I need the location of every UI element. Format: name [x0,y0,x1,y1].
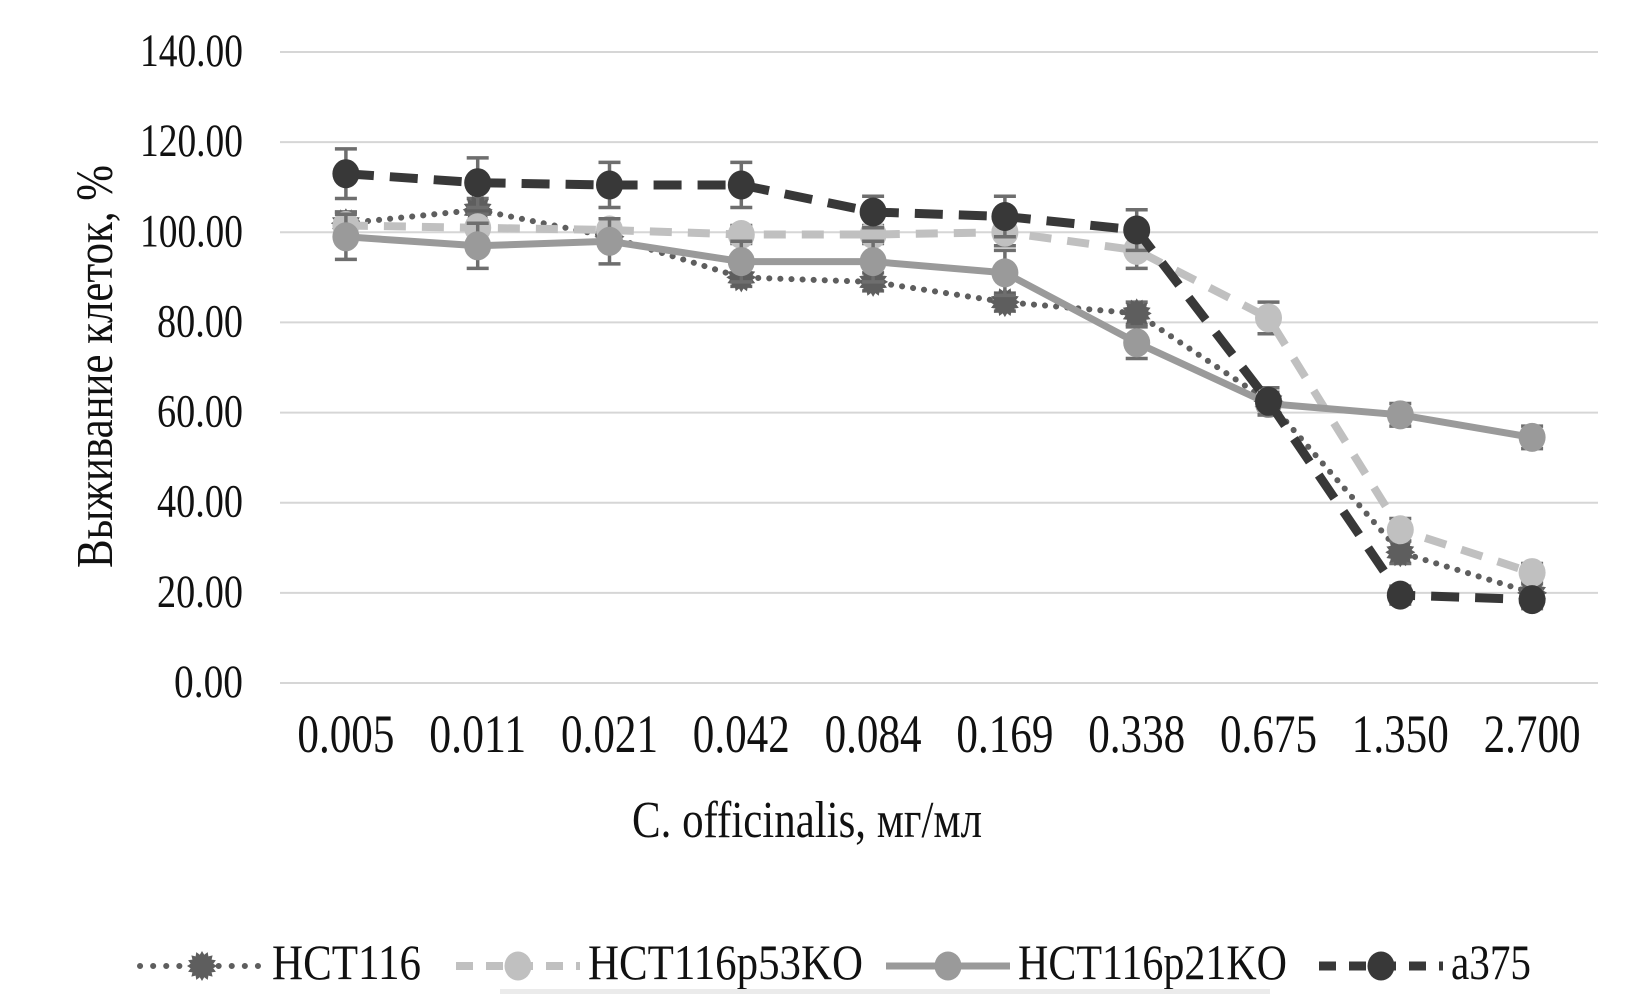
y-axis-title: Выживание клеток, % [67,165,124,568]
y-tick-label: 60.00 [157,386,243,438]
x-tick-label: 0.042 [693,704,790,764]
data-point-marker [1255,386,1282,416]
data-point-marker [1123,328,1151,358]
series-line [345,221,1534,577]
data-point-marker [991,202,1019,232]
data-point-marker [1385,537,1416,568]
data-point-marker [1123,215,1151,245]
y-tick-label: 100.00 [140,205,243,257]
data-point-marker [504,951,532,981]
y-tick-label: 20.00 [157,566,243,618]
y-tick-label: 120.00 [140,115,243,167]
x-tick-label: 0.338 [1088,704,1185,764]
axis-tick-labels: 0.00 20.00 40.00 60.00 80.00 100.00 120.00 140.… [140,25,1581,764]
data-point-marker [991,258,1019,288]
legend-item-label: HCT116p21KO [1018,934,1287,990]
data-point-marker [1367,951,1395,981]
legend-item-label: HCT116 [272,934,421,990]
data-point-marker [1386,400,1414,430]
data-point-marker [1386,580,1414,610]
legend-item-label: HCT116p53KO [588,934,863,990]
x-tick-label: 0.675 [1220,704,1317,764]
legend-item: HCT116p21KO [886,934,1287,990]
x-tick-label: 0.011 [429,704,526,764]
data-point-marker [1518,585,1546,615]
data-point-marker [859,197,887,227]
data-point-marker [596,226,623,256]
data-point-marker [727,170,755,200]
data-point-marker [934,951,962,981]
legend-item-label: a375 [1451,934,1531,990]
series-line [345,169,1533,605]
data-point-marker [332,159,360,189]
data-point-marker [464,168,492,198]
y-tick-label: 40.00 [157,476,243,528]
legend-item: HCT116 [137,934,421,990]
x-tick-label: 2.700 [1484,704,1581,764]
y-tick-label: 140.00 [140,25,243,77]
data-point-marker [859,247,887,277]
legend-item: HCT116p53KO [456,934,863,990]
y-tick-label: 80.00 [157,295,243,347]
data-point-marker [464,231,492,261]
series-HCT116 [330,194,1548,608]
y-tick-label: 0.00 [174,656,243,708]
x-tick-label: 0.005 [297,704,394,764]
data-point-marker [596,170,623,200]
data-point-marker [727,247,755,277]
figure-bottom-crop-strip [500,989,1270,994]
data-point-marker [1518,422,1546,452]
data-series [330,147,1548,615]
series-HCT116p21KO [332,212,1546,452]
data-point-marker [1255,303,1282,333]
x-axis-title: C. officinalis, мг/мл [632,792,982,849]
legend: HCT116 HCT116p53KO HCT116p21KO a375 [137,934,1531,990]
series-line [342,206,1536,596]
data-point-marker [187,951,217,981]
series-a375 [332,147,1546,615]
data-point-marker [332,222,360,252]
gridlines [280,51,1598,684]
x-tick-label: 1.350 [1352,704,1449,764]
data-point-marker [1518,558,1546,588]
x-tick-label: 0.169 [956,704,1053,764]
x-tick-label: 0.021 [561,704,658,764]
legend-item: a375 [1319,934,1531,990]
data-point-marker [1386,515,1414,545]
series-line [345,233,1533,441]
data-point-marker [1121,298,1152,329]
x-tick-label: 0.084 [825,704,922,764]
